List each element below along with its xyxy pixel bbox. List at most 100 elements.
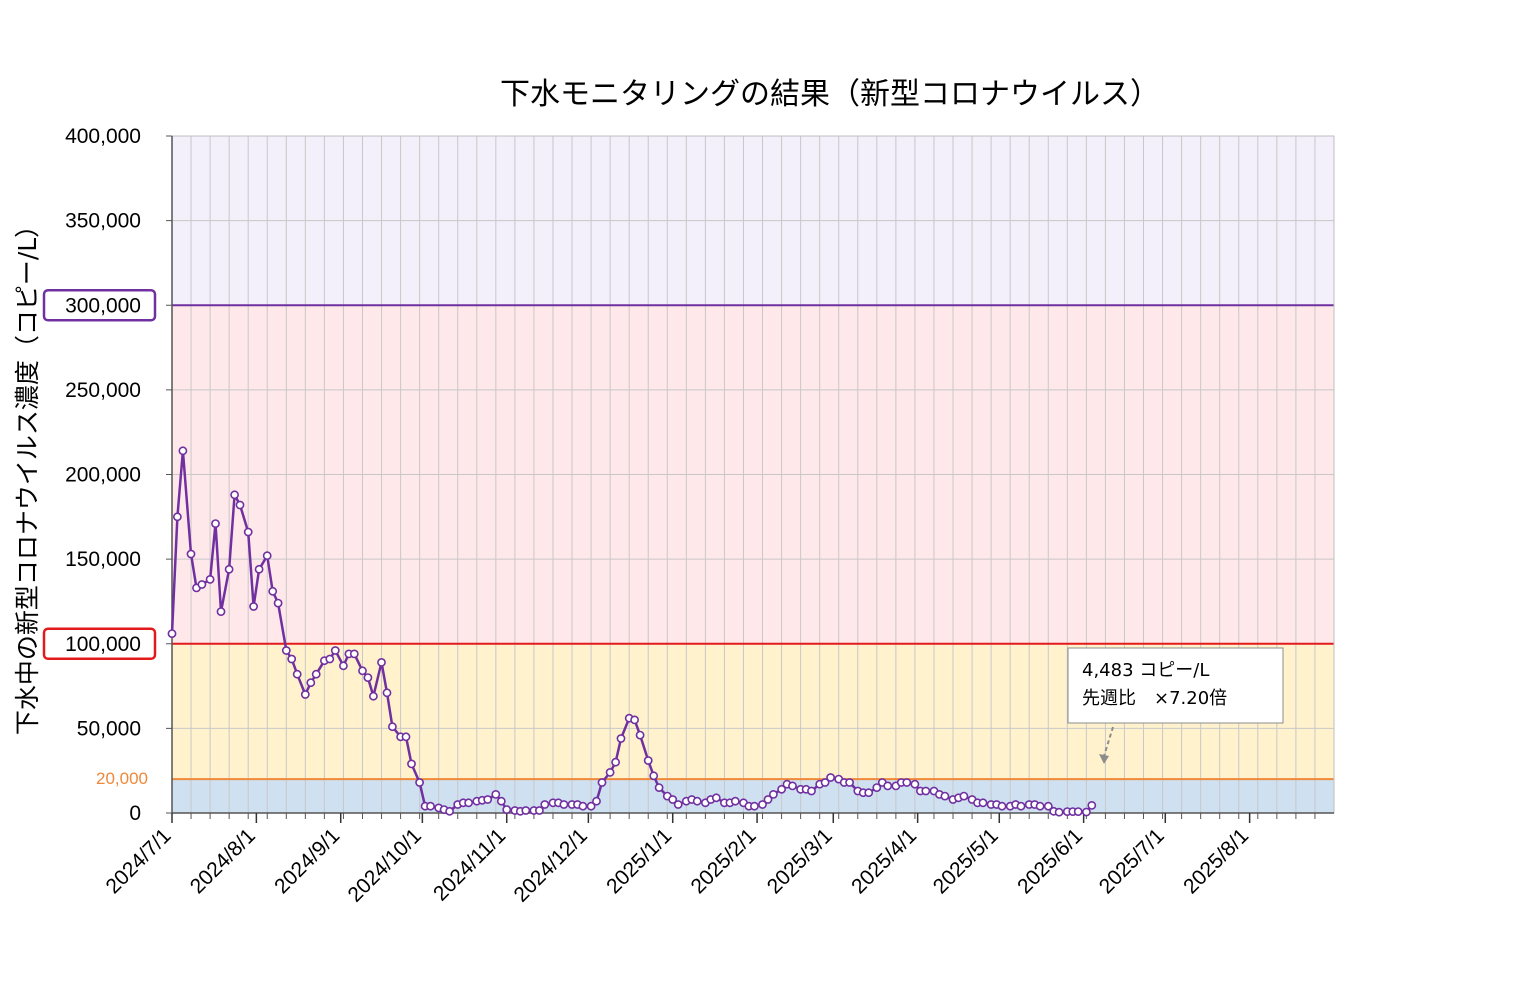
data-series <box>167 446 1097 817</box>
data-point <box>910 779 920 789</box>
data-point <box>358 666 367 676</box>
callout-line-0: 4,483 コピー/L <box>1082 660 1209 681</box>
data-point <box>654 783 664 792</box>
data-point <box>872 783 882 792</box>
data-point <box>826 773 835 782</box>
data-point <box>1016 801 1026 811</box>
data-point <box>940 791 950 801</box>
data-point <box>363 673 373 682</box>
data-point <box>273 598 283 608</box>
y-tick-box <box>42 289 157 322</box>
x-tick-label: 2025/2/1 <box>687 824 761 898</box>
y-tick-label: 100,000 <box>65 633 141 656</box>
data-point <box>578 801 588 811</box>
data-point <box>407 759 416 769</box>
data-point <box>788 781 797 791</box>
y-tick-label: 200,000 <box>65 464 141 487</box>
data-point <box>216 607 226 616</box>
data-point <box>559 800 569 809</box>
data-point <box>502 805 512 814</box>
data-point <box>197 580 207 589</box>
y-tick-box <box>42 627 157 660</box>
data-point <box>281 646 291 655</box>
data-point <box>401 732 411 742</box>
y-tick-label: 50,000 <box>77 717 141 740</box>
data-point <box>673 800 683 809</box>
data-point <box>338 661 348 671</box>
chart-title: 下水モニタリングの結果（新型コロナウイルス） <box>500 77 1160 112</box>
y-axis-label: 下水中の新型コロナウイルス濃度（コピー/L） <box>13 213 42 735</box>
data-point <box>769 790 778 799</box>
x-tick-label: 2024/12/1 <box>510 824 592 906</box>
data-point <box>1073 807 1083 816</box>
x-tick-label: 2025/4/1 <box>847 824 921 898</box>
x-tick-labels: 2024/7/1 2024/8/1 2024/9/1 2024/10/1 2024/11… <box>101 813 1253 907</box>
data-point <box>921 786 931 796</box>
data-point <box>496 796 506 806</box>
data-point <box>387 722 397 732</box>
data-point <box>1035 801 1045 811</box>
data-point <box>330 646 340 655</box>
data-point <box>445 806 454 816</box>
data-point <box>758 800 767 809</box>
data-point <box>300 690 310 699</box>
data-point <box>959 791 969 801</box>
x-tick-label: 2025/7/1 <box>1095 824 1169 898</box>
data-point <box>186 549 196 559</box>
y-tick-label: 150,000 <box>65 548 141 571</box>
data-point <box>611 757 620 767</box>
data-point <box>997 801 1007 811</box>
data-point <box>605 768 615 777</box>
data-point <box>711 793 721 803</box>
data-point <box>845 778 854 787</box>
data-point <box>1087 801 1097 810</box>
data-point <box>262 551 272 561</box>
threshold-lines: 20,000 <box>96 304 1334 788</box>
data-point <box>540 800 550 809</box>
data-point <box>167 629 177 638</box>
data-point <box>211 519 220 528</box>
x-tick-label: 2024/9/1 <box>270 824 344 898</box>
data-point <box>287 654 297 664</box>
data-point <box>483 795 493 804</box>
data-point <box>349 649 359 659</box>
data-point <box>415 778 424 787</box>
data-point <box>750 801 759 811</box>
data-point <box>730 796 740 806</box>
data-point <box>521 806 531 815</box>
callout-arrow-line <box>1103 726 1114 757</box>
data-point <box>630 715 639 725</box>
data-point <box>224 564 234 574</box>
x-tick-label: 2025/5/1 <box>929 824 1003 898</box>
y-tick-label: 350,000 <box>65 210 141 233</box>
data-point <box>763 795 773 804</box>
x-tick-label: 2024/11/1 <box>429 824 510 905</box>
data-point <box>649 771 659 781</box>
data-point <box>230 490 239 500</box>
data-point <box>382 688 392 698</box>
data-point <box>864 788 874 798</box>
threshold-label: 20,000 <box>96 769 148 788</box>
data-point <box>1054 807 1064 817</box>
data-point <box>597 778 607 787</box>
data-point <box>643 756 653 765</box>
data-point <box>807 786 816 796</box>
data-point <box>306 678 316 688</box>
data-point <box>325 654 335 664</box>
callout-line-1: 先週比 ×7.20倍 <box>1082 688 1227 709</box>
data-point <box>1082 807 1091 817</box>
y-tick-labels: 0 50,000 100,000 150,000 200,000 250,000 300,0… <box>42 125 172 825</box>
x-tick-label: 2024/7/1 <box>101 824 175 898</box>
data-point <box>368 691 378 701</box>
data-point <box>1043 801 1053 811</box>
data-point <box>883 781 893 791</box>
data-point <box>243 527 253 537</box>
x-tick-label: 2025/8/1 <box>1179 824 1253 898</box>
data-point <box>377 658 386 667</box>
data-point <box>464 798 473 808</box>
data-point <box>586 801 596 811</box>
data-point <box>692 796 702 806</box>
data-point <box>535 806 544 815</box>
data-point <box>249 602 258 611</box>
data-point <box>426 801 435 811</box>
